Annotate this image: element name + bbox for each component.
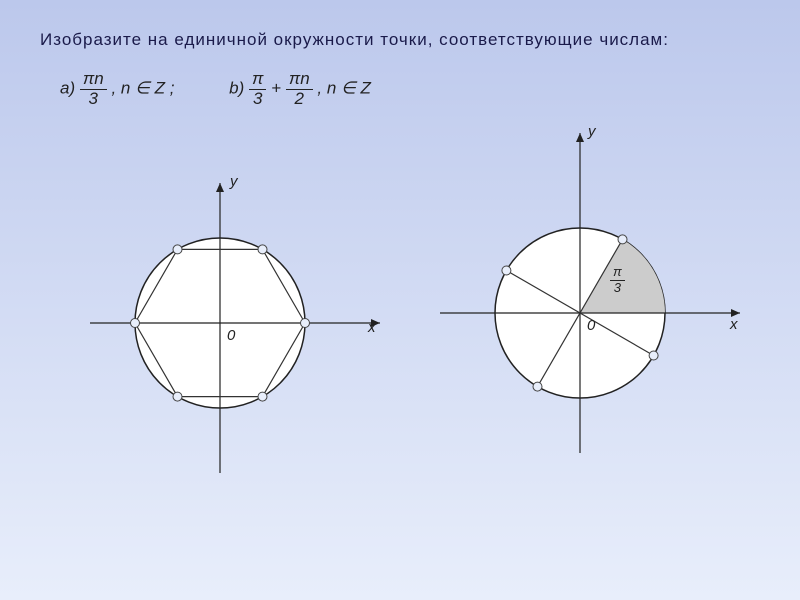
formula-a: a) πn3 , n ∈ Z ; (60, 70, 174, 108)
diagram-b: x y 0 π3 (440, 93, 750, 468)
origin-label: 0 (227, 327, 235, 344)
x-axis-label: x (730, 316, 738, 333)
y-axis-label: y (588, 123, 596, 140)
page-title: Изобразите на единичной окружности точки… (40, 30, 760, 50)
x-axis-label: x (368, 319, 376, 336)
origin-label: 0 (587, 317, 595, 334)
y-axis-label: y (230, 173, 238, 190)
diagram-a: x y 0 (90, 123, 390, 488)
formula-b: b) π3 + πn2 , n ∈ Z (229, 70, 371, 108)
angle-label: π3 (610, 265, 625, 295)
